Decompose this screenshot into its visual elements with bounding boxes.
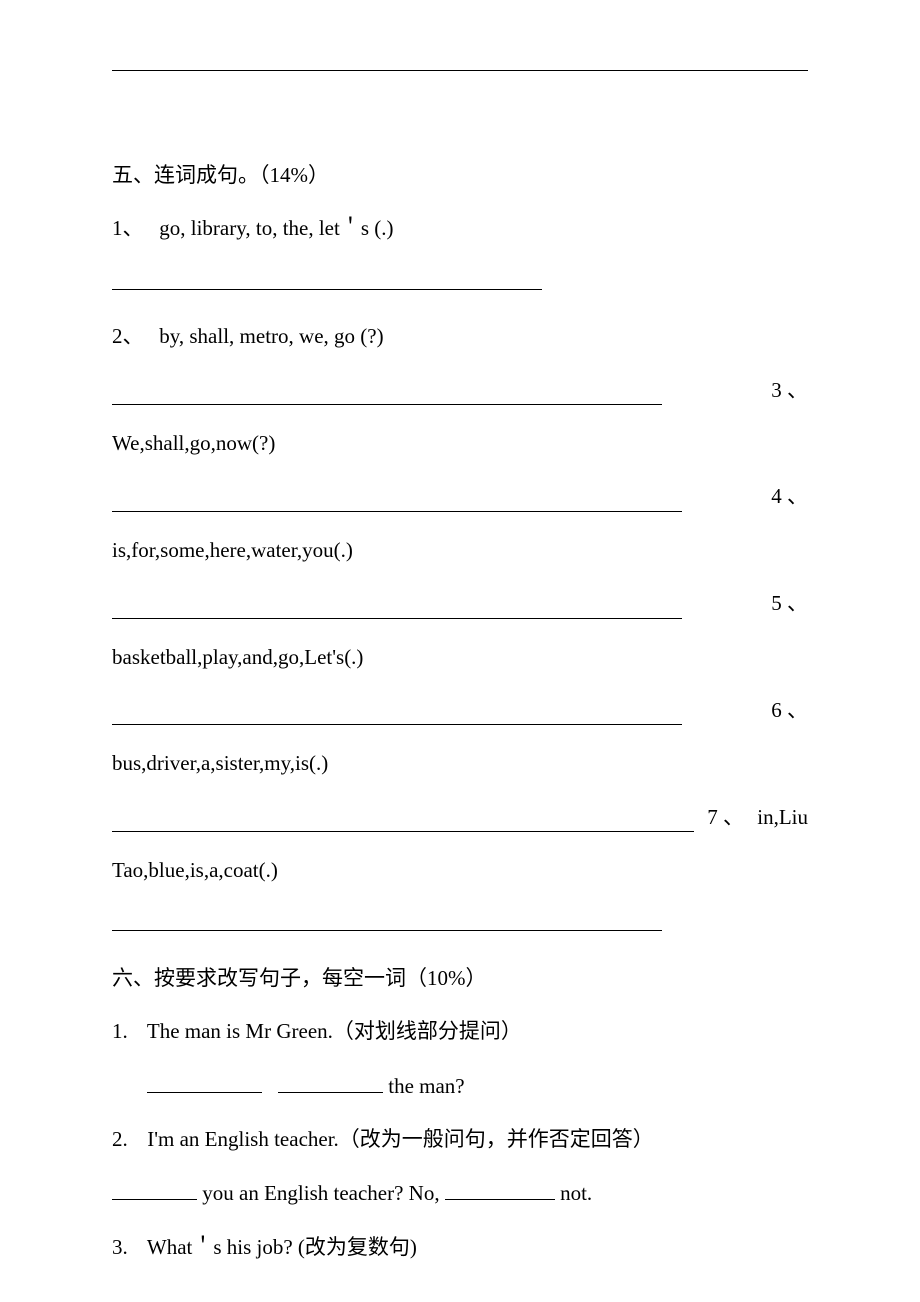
blank-line xyxy=(112,597,682,619)
s5-words-3: We,shall,go,now(?) xyxy=(112,429,808,458)
s5-num-7: 7 、 xyxy=(707,803,744,832)
s5-words-6: bus,driver,a,sister,my,is(.) xyxy=(112,749,808,778)
content-area: 五、连词成句。（14%） 1、 go, library, to, the, le… xyxy=(112,70,808,1286)
s6-item1: 1. The man is Mr Green.（对划线部分提问） xyxy=(112,1017,808,1046)
top-rule xyxy=(112,70,808,71)
s6-item3: 3. What＇s his job? (改为复数句) xyxy=(112,1233,808,1262)
s5-ans1 xyxy=(112,268,808,298)
blank-line xyxy=(112,1178,197,1200)
s6-num-1: 1. xyxy=(112,1017,142,1046)
blank-line xyxy=(278,1071,383,1093)
s5-num-5: 5 、 xyxy=(771,589,808,618)
s6-prompt-1: The man is Mr Green.（对划线部分提问） xyxy=(147,1019,522,1043)
s5-ans7 xyxy=(112,909,808,939)
s5-num-4: 4 、 xyxy=(771,482,808,511)
s5-words-7a: in,Liu xyxy=(757,803,808,832)
s5-words-7b: Tao,blue,is,a,coat(.) xyxy=(112,856,808,885)
section6-title: 六、按要求改写句子，每空一词（10%） xyxy=(112,964,808,993)
s5-ans5-row: 6 、 xyxy=(112,696,808,725)
blank-line xyxy=(445,1178,555,1200)
s5-ans3-row: 4 、 xyxy=(112,482,808,511)
blank-line xyxy=(112,383,662,405)
s5-words-5: basketball,play,and,go,Let's(.) xyxy=(112,643,808,672)
s6-item2: 2. I'm an English teacher.（改为一般问句，并作否定回答… xyxy=(112,1125,808,1154)
s5-num-1: 1、 xyxy=(112,216,144,240)
blank-line xyxy=(112,703,682,725)
section5-title: 五、连词成句。（14%） xyxy=(112,161,808,190)
s6-ans2-mid: you an English teacher? No, xyxy=(202,1181,445,1205)
s6-ans2-end: not. xyxy=(560,1181,592,1205)
blank-line xyxy=(112,909,662,931)
s6-ans1: the man? xyxy=(112,1071,808,1101)
s5-item2: 2、 by, shall, metro, we, go (?) xyxy=(112,322,808,351)
blank-line xyxy=(112,268,542,290)
s5-num-3: 3 、 xyxy=(771,376,808,405)
s6-num-2: 2. xyxy=(112,1125,142,1154)
s6-ans1-suffix: the man? xyxy=(388,1074,464,1098)
s5-ans6-row: 7 、 in,Liu xyxy=(112,803,808,832)
s5-num-6: 6 、 xyxy=(771,696,808,725)
s5-words-2: by, shall, metro, we, go (?) xyxy=(159,324,383,348)
s5-words-1: go, library, to, the, let＇s (.) xyxy=(159,216,393,240)
blank-line xyxy=(147,1071,262,1093)
s5-num-2: 2、 xyxy=(112,324,144,348)
s6-num-3: 3. xyxy=(112,1233,142,1262)
s5-words-4: is,for,some,here,water,you(.) xyxy=(112,536,808,565)
blank-line xyxy=(112,810,694,832)
s5-ans4-row: 5 、 xyxy=(112,589,808,618)
s5-ans2-row: 3 、 xyxy=(112,376,808,405)
s6-prompt-3: What＇s his job? (改为复数句) xyxy=(147,1235,417,1259)
s6-prompt-2: I'm an English teacher.（改为一般问句，并作否定回答） xyxy=(147,1127,654,1151)
s6-ans2: you an English teacher? No, not. xyxy=(112,1178,808,1208)
page: 五、连词成句。（14%） 1、 go, library, to, the, le… xyxy=(0,0,920,1302)
s5-item1: 1、 go, library, to, the, let＇s (.) xyxy=(112,214,808,243)
blank-line xyxy=(112,490,682,512)
